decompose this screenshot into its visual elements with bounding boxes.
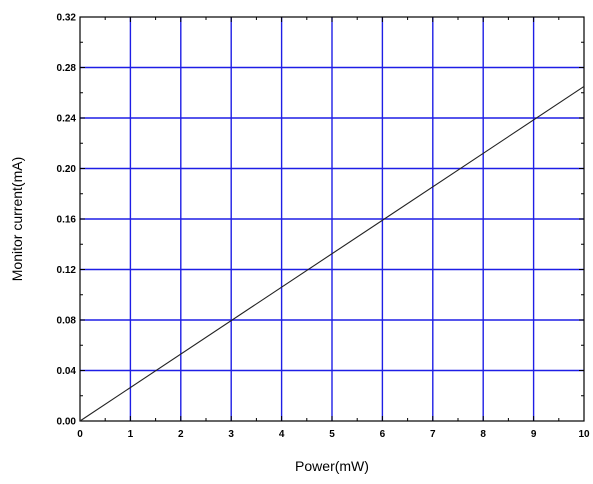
y-axis-title: Monitor current(mA) [9, 157, 25, 281]
y-tick-label: 0.08 [57, 316, 77, 327]
x-axis-title: Power(mW) [295, 458, 369, 474]
grid [80, 17, 584, 421]
y-tick-label: 0.00 [57, 417, 77, 428]
y-tick-label: 0.16 [57, 215, 77, 226]
x-tick-label: 10 [578, 429, 590, 440]
y-tick-label: 0.12 [57, 265, 77, 276]
x-tick-label: 1 [128, 429, 134, 440]
x-tick-label: 7 [430, 429, 436, 440]
x-tick-label: 0 [77, 429, 83, 440]
series-layer [79, 85, 585, 422]
y-tick-label: 0.28 [57, 63, 77, 74]
plot-frame [79, 16, 585, 422]
y-tick-label: 0.24 [57, 114, 77, 125]
y-tick-label: 0.04 [57, 366, 77, 377]
x-tick-labels: 0 1 2 3 4 5 6 7 8 9 10 [77, 429, 590, 440]
x-tick-label: 3 [228, 429, 234, 440]
y-tick-label: 0.20 [57, 164, 77, 175]
x-tick-label: 6 [380, 429, 386, 440]
y-tick-label: 0.32 [57, 13, 77, 24]
x-tick-label: 5 [329, 429, 335, 440]
y-tick-labels: 0.00 0.04 0.08 0.12 0.16 0.20 0.24 0.28 0.32 [57, 13, 77, 428]
series-line [79, 85, 585, 422]
x-tick-label: 8 [480, 429, 486, 440]
x-tick-label: 2 [178, 429, 184, 440]
x-tick-label: 9 [531, 429, 537, 440]
x-tick-label: 4 [279, 429, 285, 440]
